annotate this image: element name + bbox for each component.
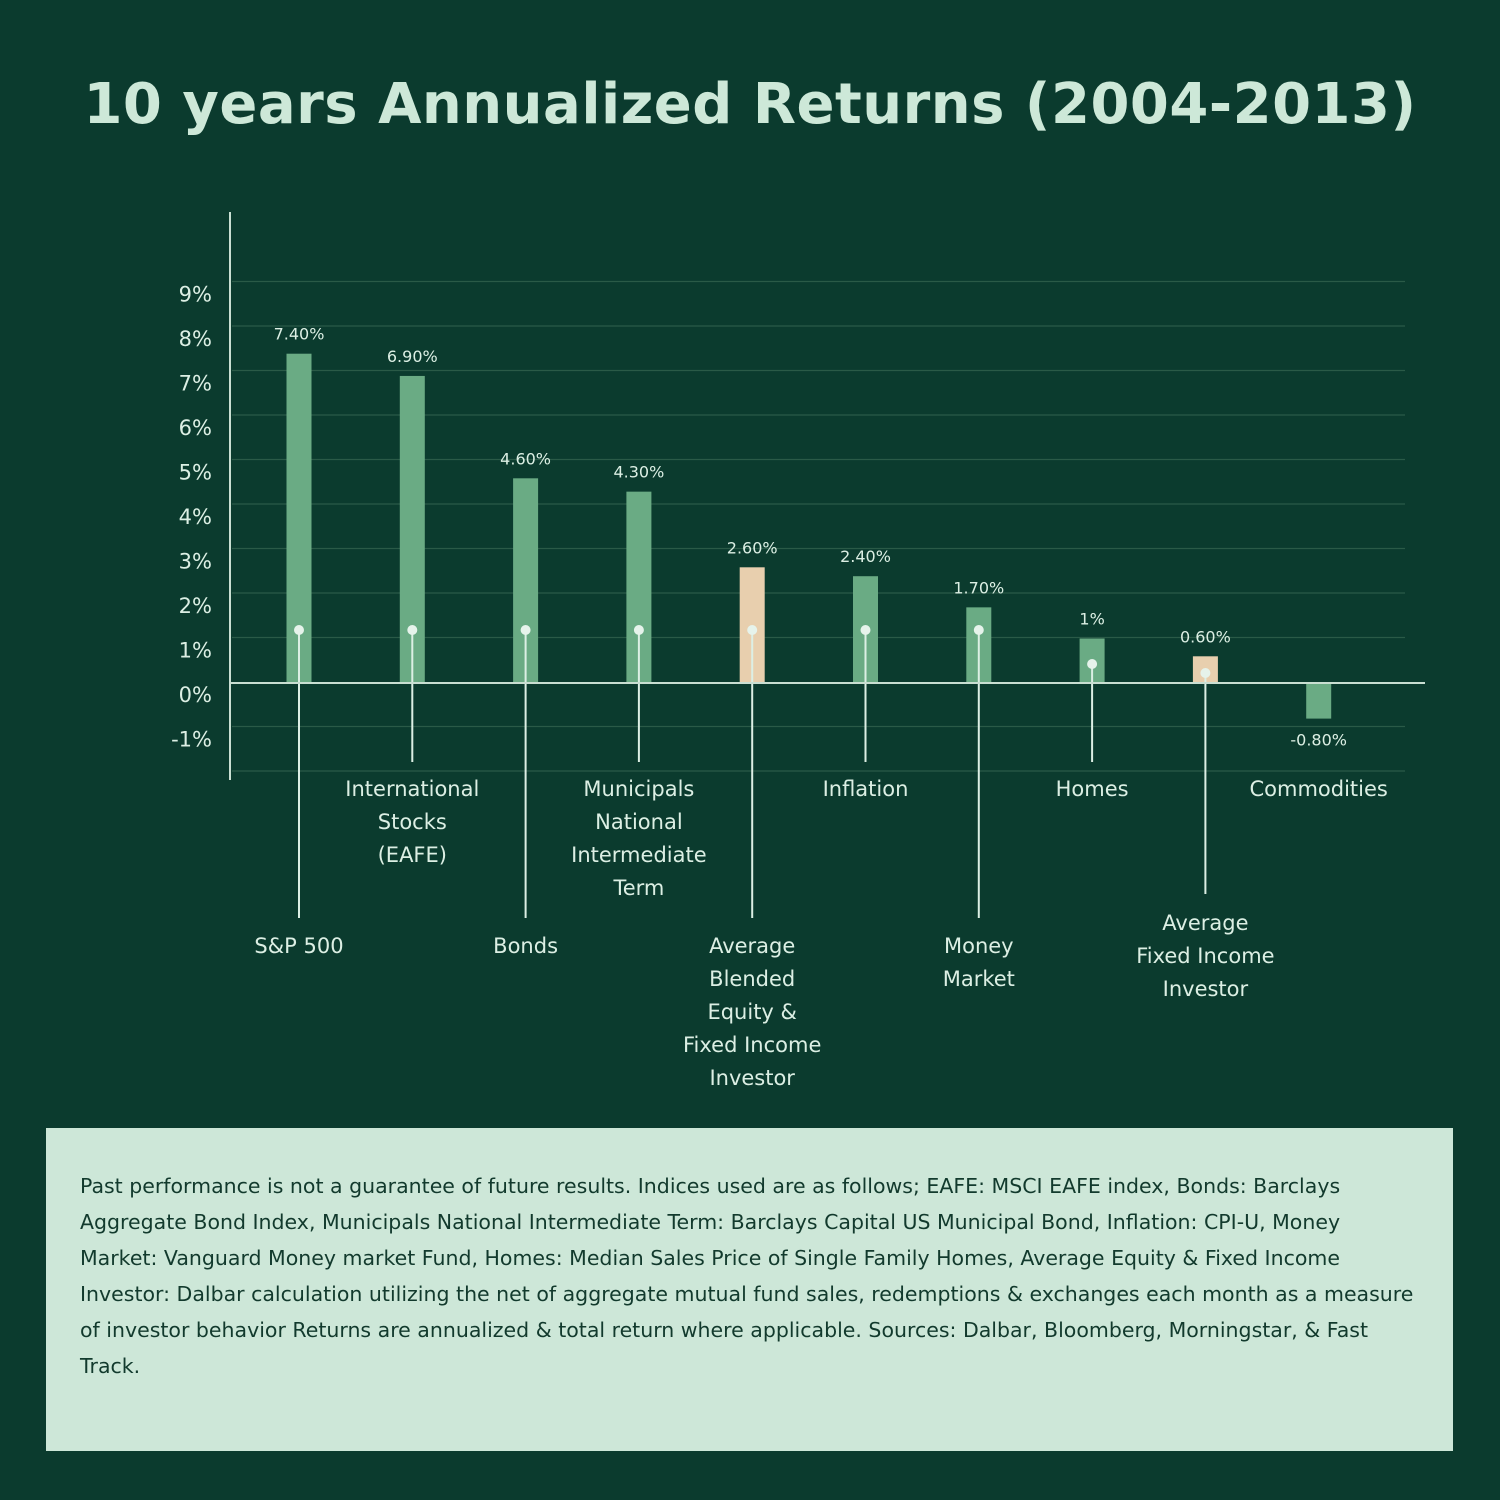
category-label: Commodities	[1250, 777, 1388, 801]
data-label: 2.60%	[727, 538, 778, 557]
y-tick-label: 2%	[179, 594, 212, 618]
category-label: Municipals	[583, 777, 694, 801]
category-label: Inflation	[823, 777, 909, 801]
data-label: 7.40%	[274, 325, 325, 344]
category-label: Market	[943, 967, 1015, 991]
category-label: Fixed Income	[683, 1033, 821, 1057]
y-tick-label: 3%	[179, 550, 212, 574]
y-tick-label: 4%	[179, 505, 212, 529]
category-label: Intermediate	[571, 843, 707, 867]
data-label: 4.60%	[500, 449, 551, 468]
category-label: (EAFE)	[378, 843, 447, 867]
category-label: National	[595, 810, 683, 834]
connector-dot	[520, 625, 531, 635]
y-tick-label: 5%	[179, 461, 212, 485]
category-label: Equity &	[707, 1000, 796, 1024]
category-label: Money	[944, 934, 1014, 958]
connector-dot	[407, 625, 418, 635]
category-label: Blended	[709, 967, 795, 991]
category-label: Homes	[1056, 777, 1129, 801]
y-tick-label: 6%	[179, 416, 212, 440]
data-label: -0.80%	[1290, 731, 1347, 750]
category-label: Fixed Income	[1136, 944, 1274, 968]
category-label: Investor	[709, 1066, 795, 1090]
connector-dot	[973, 625, 984, 635]
category-label: Bonds	[493, 934, 558, 958]
y-tick-label: 0%	[179, 683, 212, 707]
connector-dot	[747, 625, 758, 635]
connector-dot	[1200, 668, 1211, 678]
connector-dot	[860, 625, 871, 635]
category-label: Investor	[1163, 977, 1249, 1001]
y-tick-label: 7%	[179, 372, 212, 396]
page-title: 10 years Annualized Returns (2004-2013)	[83, 72, 1417, 137]
y-tick-label: -1%	[171, 728, 212, 752]
category-label: Average	[1162, 911, 1248, 935]
category-label: S&P 500	[254, 934, 343, 958]
y-tick-label: 8%	[179, 327, 212, 351]
connector-dot	[1087, 659, 1098, 669]
data-label: 0.60%	[1180, 627, 1231, 646]
y-tick-label: 9%	[179, 283, 212, 307]
data-label: 1%	[1079, 610, 1104, 629]
data-label: 4.30%	[613, 463, 664, 482]
connector-dot	[633, 625, 644, 635]
category-label: Term	[612, 876, 664, 900]
footnote-text: Past performance is not a guarantee of f…	[80, 1174, 1414, 1378]
data-label: 6.90%	[387, 347, 438, 366]
category-label: Stocks	[378, 810, 447, 834]
footnote-box: Past performance is not a guarantee of f…	[46, 1128, 1453, 1451]
connector-dot	[294, 625, 304, 635]
category-label: International	[345, 777, 479, 801]
bar	[1306, 683, 1332, 719]
bar-chart: 9% 8% 7% 6% 5% 4% 3% 2% 1% 0% -1% 7.40% S&P 500 6.90%…	[171, 212, 1425, 1090]
data-label: 2.40%	[840, 547, 891, 566]
category-label: Average	[709, 934, 795, 958]
data-label: 1.70%	[953, 578, 1004, 597]
y-tick-label: 1%	[179, 639, 212, 663]
